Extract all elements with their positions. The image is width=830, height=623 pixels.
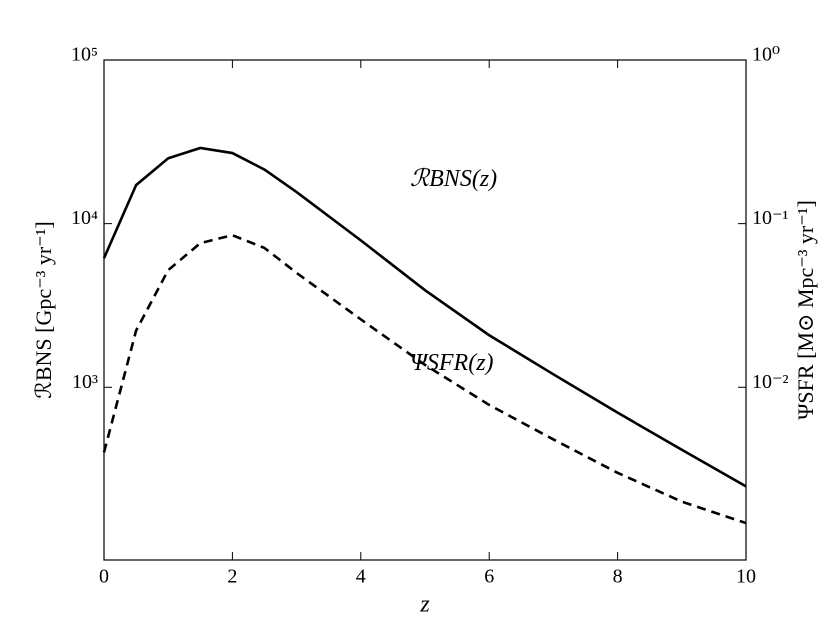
x-tick-label: 8 — [613, 566, 623, 588]
line-series — [102, 233, 747, 525]
x-tick-label: 0 — [99, 566, 109, 588]
x-axis-label: z — [419, 592, 430, 618]
plot-frame — [103, 59, 747, 561]
x-tick-label: 10 — [736, 566, 756, 588]
y2-tick-label: 10⁰ — [752, 44, 780, 66]
x-tick-label: 6 — [484, 566, 494, 588]
y2-tick-label: 10⁻² — [752, 371, 789, 393]
x-tick-label: 2 — [227, 566, 237, 588]
y-tick-label: 10⁴ — [71, 207, 98, 229]
y-tick-label: 10³ — [72, 371, 98, 393]
y2-tick-label: 10⁻¹ — [752, 207, 789, 229]
series-annotation: ΨSFR(z) — [410, 350, 494, 376]
y-axis-label: ℛBNS [Gpc⁻³ yr⁻¹] — [31, 221, 56, 398]
line-series — [102, 146, 747, 488]
x-tick-label: 4 — [356, 566, 366, 588]
y2-axis-label: ΨSFR [M⊙ Mpc⁻³ yr⁻¹] — [793, 200, 818, 420]
series-annotation: ℛBNS(z) — [410, 166, 497, 192]
y-tick-label: 10⁵ — [71, 44, 98, 66]
